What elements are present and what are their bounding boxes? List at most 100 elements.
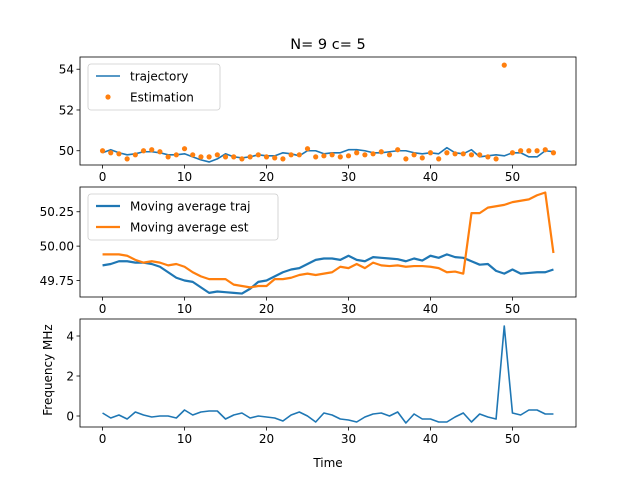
data-point-estimation [493,156,499,162]
x-tick-label: 10 [177,432,192,446]
data-point-estimation [534,148,540,154]
y-tick-label: 4 [66,329,74,343]
plot-frame [79,56,577,166]
data-point-estimation [452,151,458,157]
data-point-estimation [190,152,196,158]
x-tick-label: 0 [99,432,107,446]
series-line-frequency [102,325,554,424]
data-point-estimation [526,148,532,154]
data-point-estimation [321,153,327,159]
data-point-estimation [157,149,163,155]
subplot-frequency: 0 10 20 30 40 50 0 2 4 [66,318,577,446]
y-tick-label: 50 [59,144,74,158]
data-point-estimation [304,146,311,152]
x-tick-label: 40 [423,302,438,316]
data-point-estimation [198,154,204,160]
series-line-moving-average-traj [102,253,554,295]
y-tick-label: 54 [59,63,74,77]
data-point-estimation [181,146,188,152]
subplot-moving-average: 0 10 20 30 40 50 49.75 50.00 50.25 Moving average… [40,186,577,316]
data-point-estimation [116,151,122,157]
data-point-estimation [239,156,245,162]
legend: trajectory Estimation [87,63,221,111]
data-point-estimation [247,154,253,160]
data-point-estimation [345,153,352,159]
data-point-estimation [444,150,450,156]
x-tick-label: 10 [177,302,192,316]
y-tick-label: 49.75 [40,274,74,288]
data-point-estimation [337,154,343,160]
data-point-estimation [419,155,425,161]
data-point-estimation [263,154,270,160]
data-point-estimation [395,147,401,153]
data-point-estimation [296,152,302,158]
data-point-estimation [501,62,507,68]
legend-box [87,63,221,111]
subplot-trajectory: 0 10 20 30 40 50 50 52 54 trajectory Estimation [59,56,577,184]
legend-entry: Estimation [130,90,194,104]
legend-box [87,193,279,241]
data-point-estimation [99,148,106,154]
data-point-estimation [165,154,171,160]
data-point-estimation [411,152,417,158]
data-point-estimation [427,150,434,156]
chart-title: N= 9 c= 5 [290,37,365,53]
x-tick-label: 50 [505,302,520,316]
legend-entry: Moving average traj [130,199,250,213]
data-point-estimation [231,154,237,160]
legend-point-marker [105,94,111,100]
x-tick-label: 50 [505,432,520,446]
data-point-estimation [173,152,179,158]
x-tick-label: 20 [259,302,274,316]
x-tick-label: 0 [99,302,107,316]
legend-entry: trajectory [130,69,188,83]
data-point-estimation [222,154,229,160]
series-line-moving-average-est [102,191,555,289]
data-point-estimation [518,148,524,154]
x-tick-label: 40 [423,432,438,446]
data-point-estimation [206,154,212,160]
data-point-estimation [255,152,261,158]
y-tick-label: 50.00 [40,239,74,253]
plot-frame [79,318,577,428]
data-point-estimation [460,151,466,157]
data-point-estimation [140,148,147,154]
data-point-estimation [214,152,220,158]
x-axis-label: Time [312,456,342,470]
data-point-estimation [132,152,138,158]
x-tick-label: 10 [177,170,192,184]
data-point-estimation [542,147,548,153]
y-tick-label: 2 [66,369,74,383]
data-point-estimation [149,147,155,153]
data-point-estimation [108,150,114,156]
data-point-estimation [354,150,360,156]
data-point-estimation [288,152,294,158]
data-point-estimation [280,156,286,162]
data-point-estimation [313,154,319,160]
x-tick-label: 40 [423,170,438,184]
y-tick-label: 52 [59,103,74,117]
legend: Moving average traj Moving average est [87,193,279,241]
data-point-estimation [403,156,409,162]
x-tick-label: 20 [259,432,274,446]
data-point-estimation [329,152,335,158]
data-point-estimation [468,152,475,158]
y-axis-label: Frequency MHz [41,324,55,415]
y-tick-label: 0 [66,409,74,423]
legend-entry: Moving average est [130,220,249,234]
data-point-estimation [370,151,376,157]
x-tick-label: 30 [341,170,356,184]
x-tick-label: 30 [341,302,356,316]
data-point-estimation [509,150,516,156]
data-point-estimation [124,156,130,162]
x-tick-label: 20 [259,170,274,184]
y-tick-label: 50.25 [40,205,74,219]
plot-frame [79,186,577,298]
data-point-estimation [272,155,278,161]
x-tick-label: 30 [341,432,356,446]
data-point-estimation [550,150,557,156]
x-tick-label: 50 [505,170,520,184]
data-point-estimation [362,152,368,158]
data-point-estimation [386,152,393,158]
